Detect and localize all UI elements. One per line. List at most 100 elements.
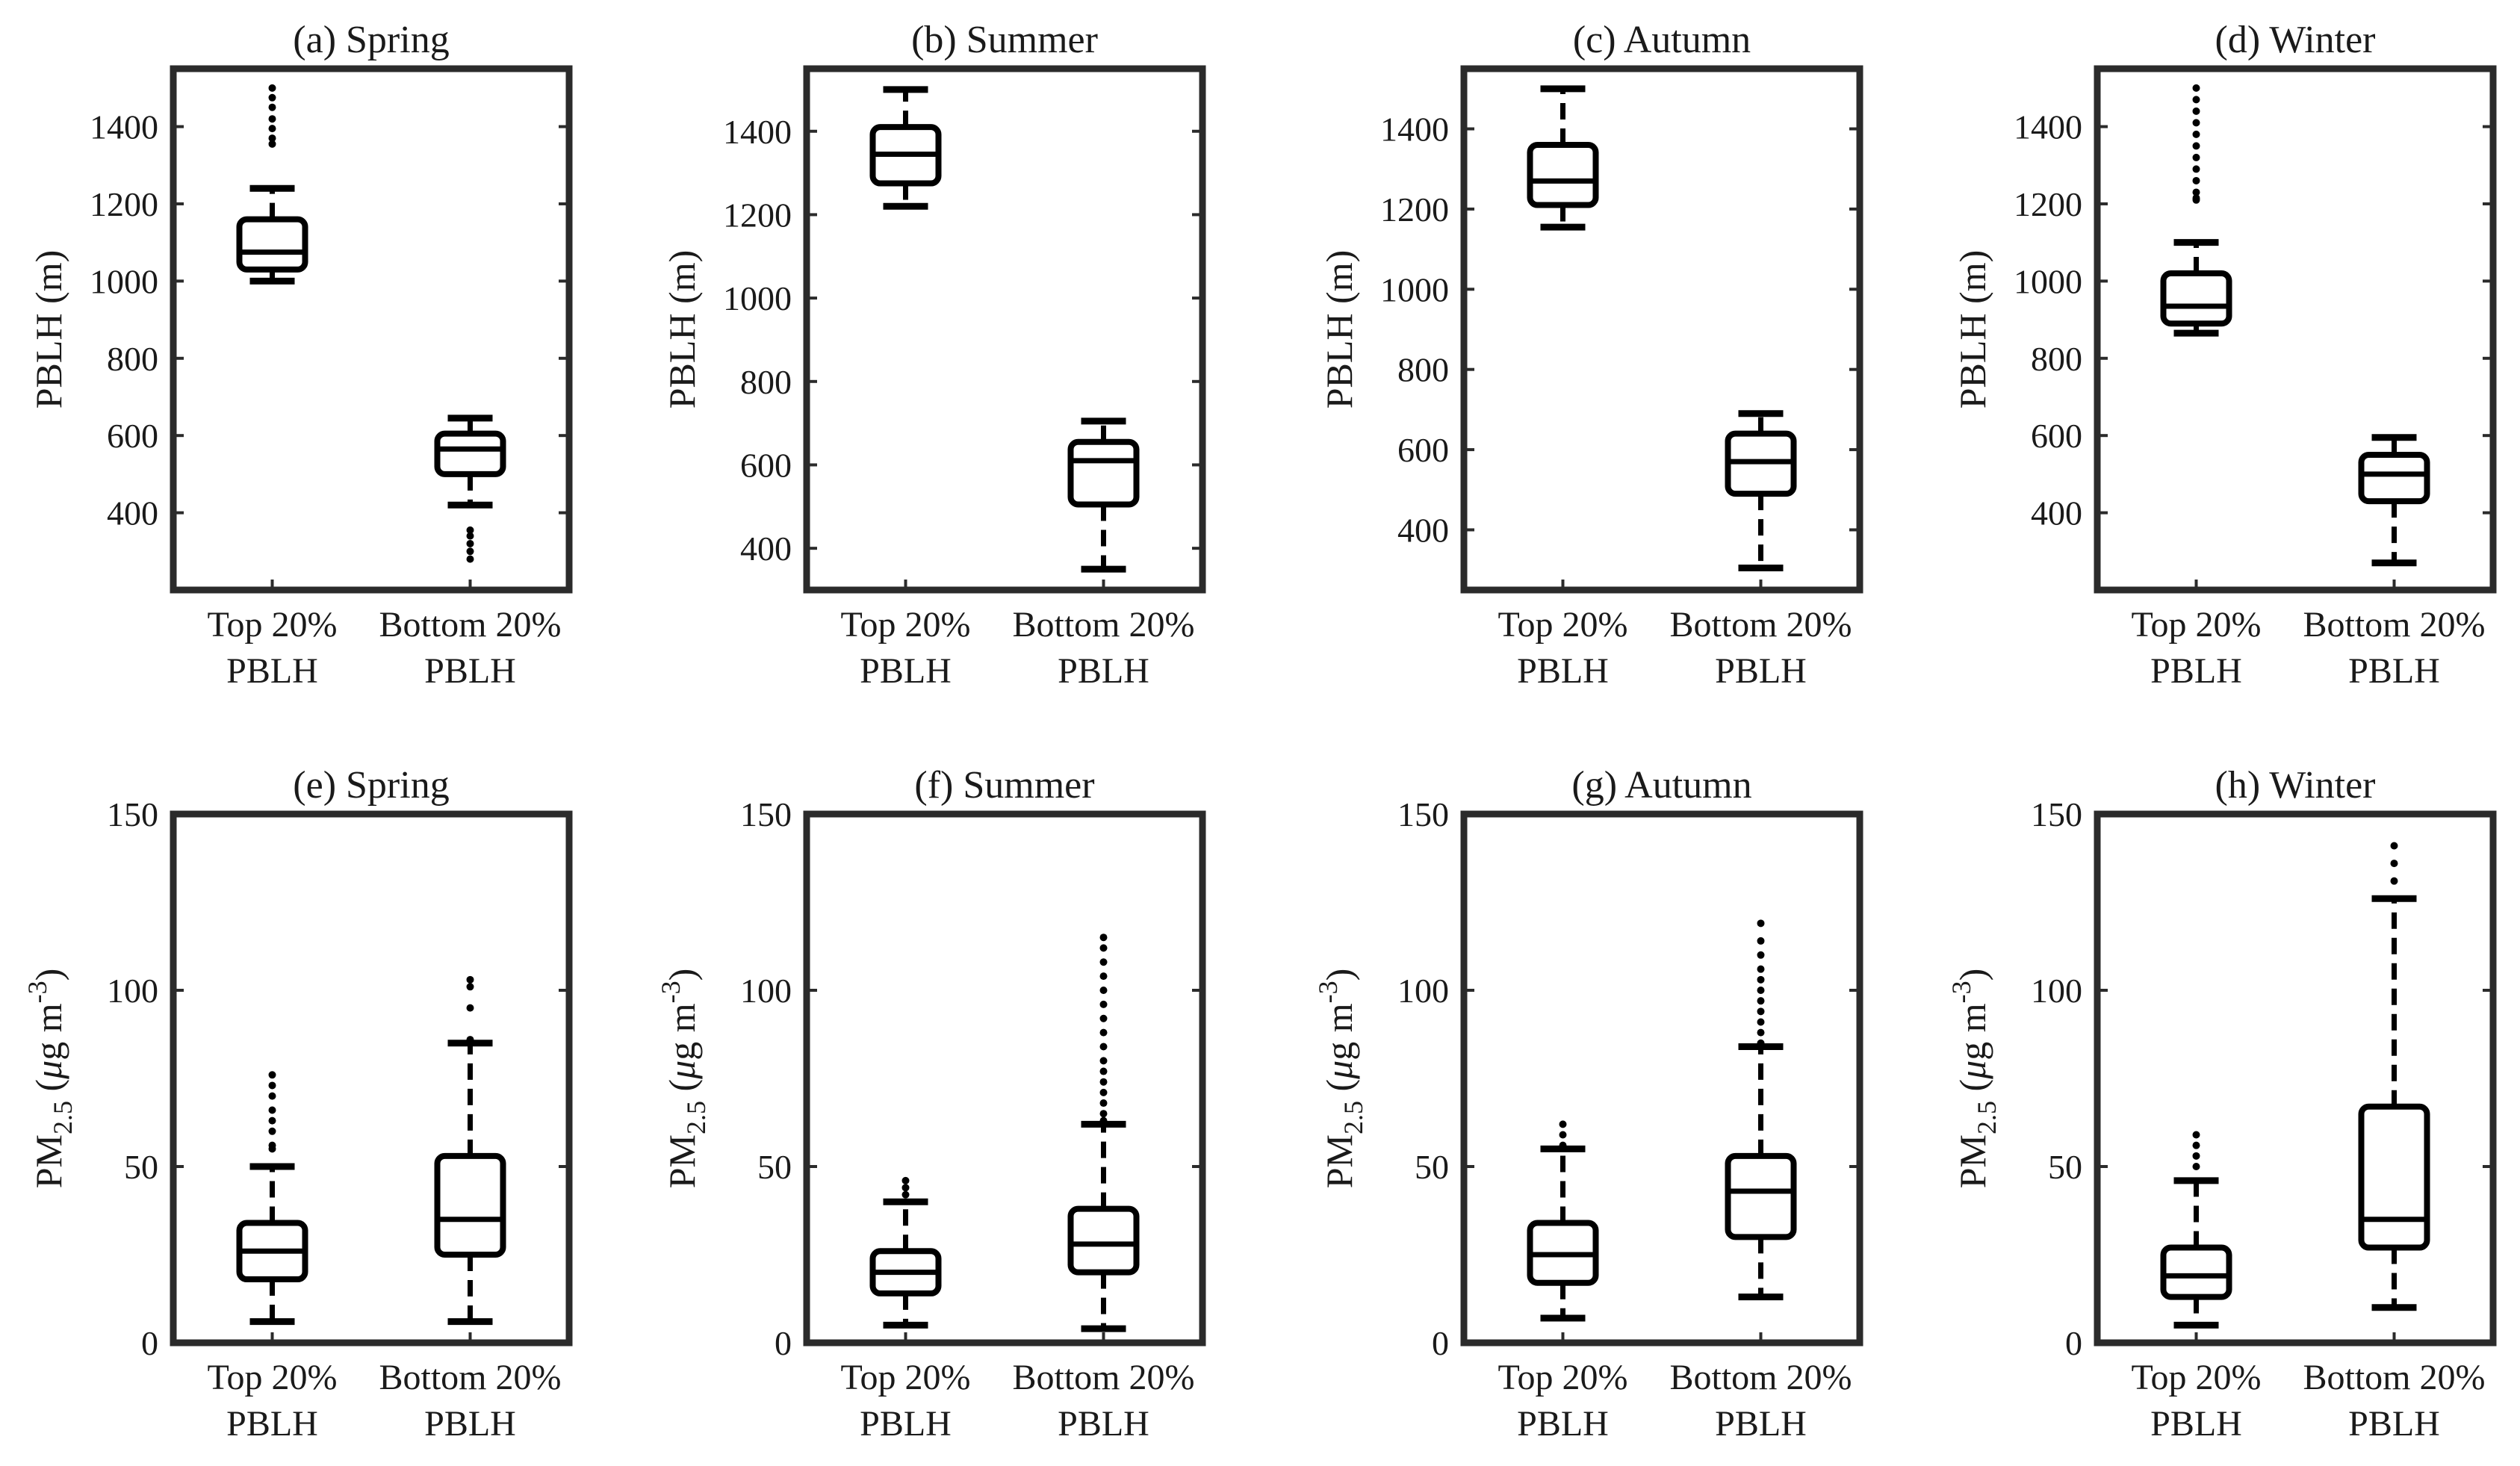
y-label-sup: -3: [1946, 981, 1976, 1003]
outlier-point: [1757, 997, 1765, 1005]
box-iqr: [2160, 270, 2232, 327]
outlier-point: [2192, 107, 2200, 115]
category-label: Bottom 20%: [379, 1358, 561, 1397]
y-label-unit: g m: [1952, 1003, 1993, 1060]
category-label: Top 20%: [208, 1358, 338, 1397]
y-tick-label: 600: [2031, 417, 2082, 455]
box-iqr: [2358, 452, 2430, 505]
box-iqr: [236, 216, 308, 273]
category-label: Bottom 20%: [1669, 1358, 1852, 1397]
outlier-point: [2192, 130, 2200, 138]
category-label: Bottom 20%: [1012, 1358, 1194, 1397]
y-tick-label: 600: [107, 417, 158, 455]
outlier-point: [466, 975, 474, 984]
y-axis-label: PBLH (m): [1952, 250, 1993, 409]
y-label-close: ): [1318, 969, 1360, 981]
outlier-point: [2192, 1141, 2200, 1149]
outlier-point: [268, 1071, 276, 1079]
outlier-point: [268, 125, 276, 133]
outlier-point: [2192, 84, 2200, 92]
outlier-point: [1099, 1028, 1108, 1037]
y-tick-label: 1000: [90, 262, 158, 300]
outlier-point: [466, 983, 474, 991]
y-tick-label: 400: [1397, 511, 1449, 549]
plot-frame: [803, 810, 1206, 1347]
outlier-point: [1099, 1078, 1108, 1086]
plot-frame: [2094, 810, 2497, 1347]
y-tick-label: 1400: [723, 113, 792, 151]
y-label-sub: 2.5: [681, 1101, 711, 1134]
panel-title: (b) Summer: [911, 19, 1098, 61]
box-bottom20: [434, 975, 506, 1326]
panel-b: (b) Summer 400 600 800 1000 1200 1400 PBLH (m) T…: [661, 19, 1206, 691]
outlier-point: [1757, 951, 1765, 959]
panel-title: (h) Winter: [2215, 764, 2376, 807]
outlier-point: [901, 1190, 910, 1199]
outlier-point: [2192, 194, 2200, 202]
category-label: PBLH: [226, 651, 318, 691]
y-tick-label: 1200: [90, 185, 158, 223]
panel-h: (h) Winter 0 50 100 150 PM2.5 (μg m-3) Top 20%…: [1946, 764, 2497, 1444]
category-label: Top 20%: [208, 605, 338, 645]
box-bottom20: [434, 414, 506, 563]
y-tick-label: 1400: [90, 108, 158, 146]
category-label: Top 20%: [841, 1358, 971, 1397]
category-label: PBLH: [1517, 651, 1609, 691]
outlier-point: [1099, 1116, 1108, 1125]
box-bottom20: [2358, 434, 2430, 567]
plot-frame: [170, 810, 573, 1347]
outlier-point: [268, 1106, 276, 1114]
outlier-point: [2192, 1152, 2200, 1160]
outlier-point: [1757, 1018, 1765, 1026]
y-axis-label: PBLH (m): [1318, 250, 1360, 409]
box-top20: [1527, 85, 1599, 231]
outlier-point: [268, 103, 276, 111]
y-tick-label: 0: [141, 1324, 158, 1362]
category-label: PBLH: [860, 651, 952, 691]
y-tick-label: 600: [740, 446, 792, 484]
panel-f: (f) Summer 0 50 100 150 PM2.5 (μg m-3) Top 20%…: [656, 764, 1206, 1444]
y-tick-label: 800: [107, 340, 158, 378]
y-tick-label: 1200: [2014, 185, 2082, 223]
outlier-point: [1757, 965, 1765, 973]
outlier-point: [268, 1116, 276, 1125]
box-top20: [869, 86, 942, 210]
outlier-point: [1099, 1088, 1108, 1096]
y-tick-label: 600: [1397, 431, 1449, 469]
y-axis-label: PBLH (m): [28, 250, 69, 409]
y-label-close: ): [661, 969, 703, 981]
y-label-unit: g m: [1318, 1003, 1360, 1060]
category-label: PBLH: [2150, 651, 2242, 691]
outlier-point: [466, 526, 474, 534]
outlier-point: [1099, 987, 1108, 994]
y-tick-label: 150: [2031, 795, 2082, 833]
y-label-base: PM: [28, 1134, 69, 1188]
y-label-mu: μ: [1318, 1060, 1360, 1080]
outlier-point: [1559, 1131, 1567, 1139]
outlier-point: [901, 1184, 910, 1192]
y-tick-label: 1400: [1380, 111, 1449, 149]
box-iqr: [434, 430, 506, 477]
box-iqr: [2358, 1103, 2430, 1251]
y-tick-label: 50: [757, 1148, 792, 1186]
y-tick-label: 100: [2031, 972, 2082, 1010]
category-label: PBLH: [1715, 651, 1807, 691]
outlier-point: [1757, 975, 1765, 984]
y-tick-label: 150: [740, 795, 792, 833]
outlier-point: [1099, 1043, 1108, 1051]
category-label: Bottom 20%: [1669, 605, 1852, 645]
y-tick-label: 100: [740, 972, 792, 1010]
y-label-base: PM: [1318, 1134, 1360, 1188]
box-iqr: [1067, 1205, 1140, 1276]
y-tick-label: 50: [1415, 1148, 1449, 1186]
box-top20: [2160, 1131, 2232, 1329]
outlier-point: [1099, 958, 1108, 966]
box-bottom20: [1725, 410, 1797, 571]
panel-title: (f) Summer: [914, 764, 1094, 807]
category-label: Bottom 20%: [2303, 605, 2485, 645]
category-label: Top 20%: [2132, 1358, 2262, 1397]
box-iqr: [2160, 1244, 2232, 1300]
y-label-sup: -3: [656, 981, 686, 1003]
y-axis-label: PM2.5 (μg m-3): [656, 969, 711, 1189]
category-label: PBLH: [1058, 1404, 1149, 1444]
